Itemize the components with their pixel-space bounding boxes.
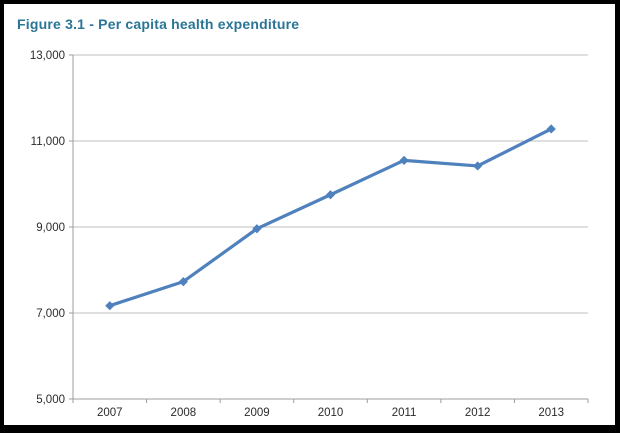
x-tick-label: 2012	[465, 407, 491, 419]
x-tick-label: 2013	[538, 407, 564, 419]
y-tick-label: 13,000	[30, 50, 65, 62]
figure-page: Figure 3.1 - Per capita health expenditu…	[4, 4, 615, 425]
data-point	[325, 190, 336, 200]
data-line	[108, 127, 553, 308]
figure-title: Figure 3.1 - Per capita health expenditu…	[17, 16, 300, 32]
x-tick-label: 2010	[318, 407, 344, 419]
line-chart: 13,000 11,000 9,000 7,000 5,000 2007 2008 2009 2…	[30, 50, 589, 419]
data-point	[546, 124, 556, 134]
y-tick-label: 11,000	[31, 136, 65, 148]
y-tick-label: 5,000	[36, 394, 65, 406]
data-point	[473, 161, 483, 171]
data-point	[105, 301, 115, 311]
x-tick-label: 2008	[171, 407, 197, 419]
x-tick-label: 2009	[244, 407, 270, 419]
y-tick-label: 9,000	[36, 222, 65, 234]
data-point	[178, 277, 188, 287]
x-tick-label: 2007	[97, 407, 123, 419]
y-tick-label: 7,000	[36, 308, 65, 320]
x-tick-label: 2011	[392, 407, 417, 419]
data-point	[399, 155, 409, 165]
